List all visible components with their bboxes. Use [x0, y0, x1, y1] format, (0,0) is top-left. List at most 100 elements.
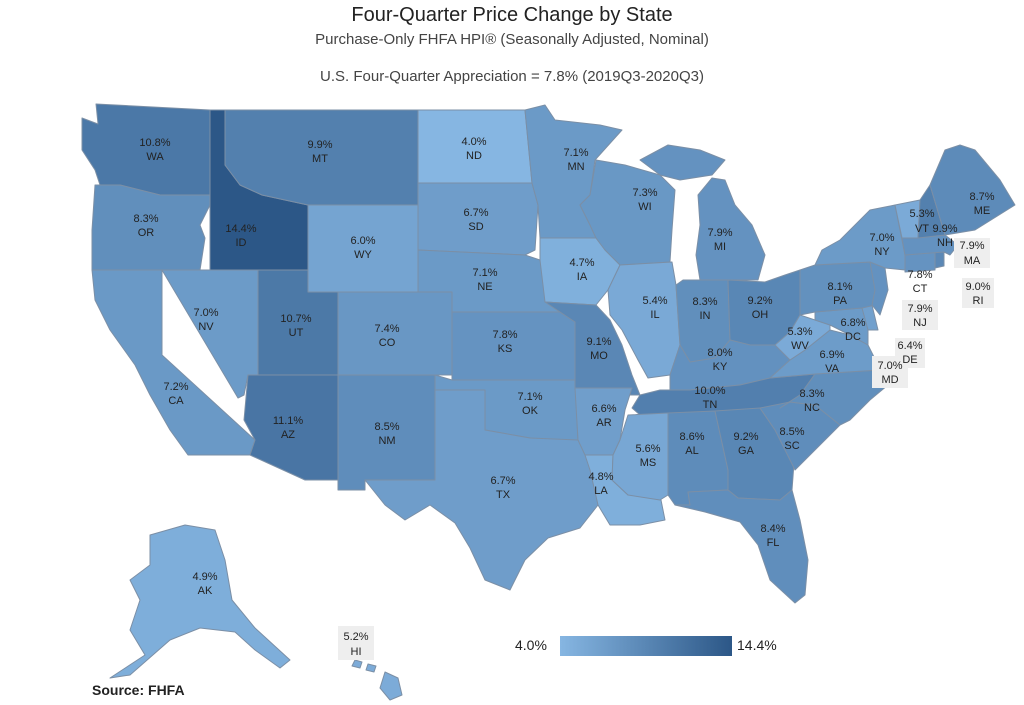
label-value-AR: 6.6%	[591, 403, 616, 415]
label-value-IN: 8.3%	[692, 296, 717, 308]
label-value-SD: 6.7%	[463, 207, 488, 219]
label-value-CO: 7.4%	[374, 323, 399, 335]
state-HI	[379, 671, 403, 701]
state-MI-upper	[639, 144, 726, 181]
label-value-SC: 8.5%	[779, 426, 804, 438]
label-value-MN: 7.1%	[563, 147, 588, 159]
state-KS	[451, 311, 576, 381]
label-value-MA: 7.9%	[959, 240, 984, 252]
label-abbr-AK: AK	[198, 585, 213, 597]
label-value-DC: 6.8%	[840, 317, 865, 329]
label-abbr-DC: DC	[845, 331, 861, 343]
label-abbr-IN: IN	[700, 310, 711, 322]
state-MO	[544, 301, 641, 396]
label-abbr-CA: CA	[168, 395, 184, 407]
label-value-TN: 10.0%	[694, 385, 725, 397]
label-abbr-NJ: NJ	[913, 317, 926, 329]
label-abbr-NV: NV	[198, 321, 214, 333]
legend-max-label: 14.4%	[737, 637, 777, 653]
label-value-MO: 9.1%	[586, 336, 611, 348]
label-abbr-DE: DE	[902, 354, 917, 366]
label-value-KS: 7.8%	[492, 329, 517, 341]
label-value-IA: 4.7%	[569, 257, 594, 269]
label-abbr-TX: TX	[496, 489, 511, 501]
label-value-NV: 7.0%	[193, 307, 218, 319]
label-abbr-MO: MO	[590, 350, 608, 362]
callout-box-HI	[338, 626, 374, 660]
label-value-LA: 4.8%	[588, 471, 613, 483]
label-value-ME: 8.7%	[969, 191, 994, 203]
label-abbr-VT: VT	[915, 223, 929, 235]
callout-box-NJ	[902, 300, 938, 330]
label-abbr-AR: AR	[596, 417, 611, 429]
label-abbr-WY: WY	[354, 249, 372, 261]
label-value-WY: 6.0%	[350, 235, 375, 247]
us-appreciation-note: U.S. Four-Quarter Appreciation = 7.8% (2…	[320, 68, 704, 85]
label-value-AK: 4.9%	[192, 571, 217, 583]
label-value-OH: 9.2%	[747, 295, 772, 307]
label-abbr-KS: KS	[498, 343, 513, 355]
label-abbr-LA: LA	[594, 485, 608, 497]
label-abbr-AL: AL	[685, 445, 698, 457]
label-abbr-NM: NM	[378, 435, 395, 447]
label-abbr-GA: GA	[738, 445, 755, 457]
label-value-DE: 6.4%	[897, 340, 922, 352]
label-abbr-KY: KY	[713, 361, 728, 373]
label-value-UT: 10.7%	[280, 313, 311, 325]
label-value-WA: 10.8%	[139, 137, 170, 149]
label-value-PA: 8.1%	[827, 281, 852, 293]
label-abbr-VA: VA	[825, 363, 840, 375]
label-abbr-WA: WA	[146, 151, 164, 163]
label-abbr-NY: NY	[874, 246, 890, 258]
label-abbr-ID: ID	[236, 237, 247, 249]
map-subtitle: Purchase-Only FHFA HPI® (Seasonally Adju…	[315, 31, 709, 48]
label-abbr-ND: ND	[466, 150, 482, 162]
label-abbr-NE: NE	[477, 281, 492, 293]
label-abbr-ME: ME	[974, 205, 991, 217]
label-abbr-NC: NC	[804, 402, 820, 414]
label-abbr-NH: NH	[937, 237, 953, 249]
state-WA	[81, 103, 211, 196]
label-abbr-CO: CO	[379, 337, 396, 349]
label-abbr-PA: PA	[833, 295, 848, 307]
label-abbr-OK: OK	[522, 405, 539, 417]
label-abbr-AZ: AZ	[281, 429, 295, 441]
label-abbr-MI: MI	[714, 241, 726, 253]
label-abbr-WV: WV	[791, 340, 809, 352]
label-value-RI: 9.0%	[965, 281, 990, 293]
state-labels: 10.8% WA 8.3% OR 7.2% CA 7.0% NV 14.4% I…	[133, 136, 994, 658]
label-value-OR: 8.3%	[133, 213, 158, 225]
label-abbr-WI: WI	[638, 201, 651, 213]
label-value-HI: 5.2%	[343, 631, 368, 643]
label-value-NE: 7.1%	[472, 267, 497, 279]
label-abbr-FL: FL	[767, 537, 780, 549]
callout-box-MA	[954, 238, 990, 268]
map-title: Four-Quarter Price Change by State	[351, 4, 673, 26]
label-abbr-IL: IL	[650, 309, 659, 321]
label-abbr-OH: OH	[752, 309, 769, 321]
label-value-MD: 7.0%	[877, 360, 902, 372]
legend-min-label: 4.0%	[515, 637, 547, 653]
label-abbr-TN: TN	[703, 399, 718, 411]
state-RI	[934, 251, 945, 269]
label-abbr-IA: IA	[577, 271, 588, 283]
callout-box-RI	[962, 278, 994, 308]
label-value-CA: 7.2%	[163, 381, 188, 393]
label-abbr-MN: MN	[567, 161, 584, 173]
label-value-GA: 9.2%	[733, 431, 758, 443]
label-abbr-MT: MT	[312, 153, 328, 165]
state-CA	[91, 269, 256, 456]
label-value-WV: 5.3%	[787, 326, 812, 338]
label-value-NC: 8.3%	[799, 388, 824, 400]
legend-color-ramp	[560, 636, 732, 656]
label-abbr-MA: MA	[964, 255, 981, 267]
state-TX	[364, 389, 599, 591]
state-NC	[779, 369, 889, 426]
label-value-MT: 9.9%	[307, 139, 332, 151]
label-value-NH: 9.9%	[932, 223, 957, 235]
label-value-ND: 4.0%	[461, 136, 486, 148]
state-MI	[695, 177, 766, 281]
label-value-NJ: 7.9%	[907, 303, 932, 315]
label-value-VA: 6.9%	[819, 349, 844, 361]
